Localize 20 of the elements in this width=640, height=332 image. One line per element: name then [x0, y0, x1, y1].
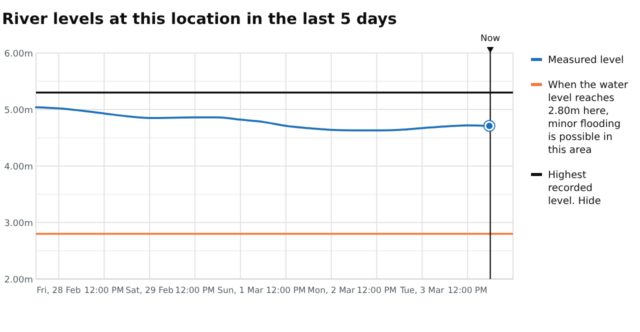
- chart-title: River levels at this location in the last 5 days: [2, 10, 397, 28]
- x-tick-label: Fri, 28 Feb: [36, 286, 81, 296]
- x-tick-label: Sat, 29 Feb: [126, 286, 174, 296]
- legend-label: When the water level reaches 2.80m here, minor flooding is possible in this area: [548, 80, 629, 156]
- y-tick-label: 2.00m: [4, 276, 33, 286]
- x-tick-label: Tue, 3 Mar: [399, 286, 445, 296]
- y-tick-label: 6.00m: [4, 50, 33, 60]
- x-tick-label: 12:00 PM: [448, 286, 488, 296]
- x-tick-label: 12:00 PM: [266, 286, 306, 296]
- x-tick-label: Sun, 1 Mar: [218, 286, 264, 296]
- y-tick-label: 4.00m: [4, 162, 33, 172]
- x-tick-label: Mon, 2 Mar: [308, 286, 356, 296]
- x-tick-label: 12:00 PM: [84, 286, 124, 296]
- legend-label: Measured level: [548, 55, 624, 66]
- y-tick-label: 5.00m: [4, 106, 33, 116]
- ref-line-label: Now: [480, 34, 500, 44]
- legend-label: Highest recorded level. Hide: [548, 170, 601, 207]
- y-tick-label: 3.00m: [4, 219, 33, 229]
- x-tick-label: 12:00 PM: [175, 286, 215, 296]
- x-tick-label: 12:00 PM: [356, 286, 397, 296]
